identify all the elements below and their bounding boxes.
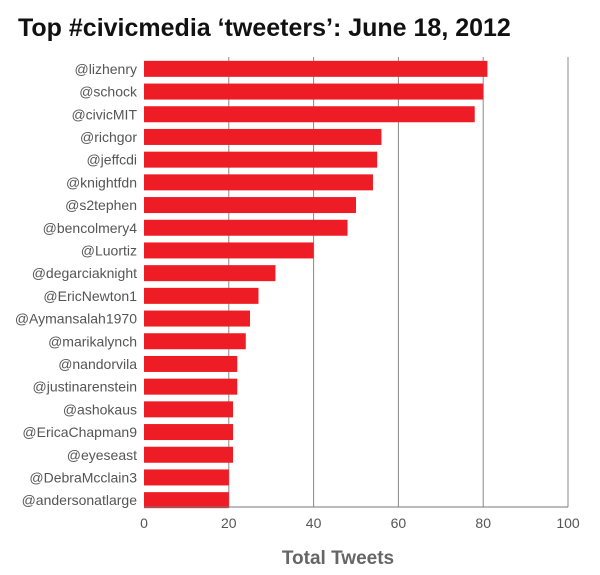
category-label: @civicMIT [71,106,137,122]
category-label: @justinarenstein [33,379,138,395]
bar [144,446,234,463]
category-label: @jeffcdi [86,152,137,168]
category-labels: @lizhenry @schock @civicMIT @richgor @jeffcd… [15,61,138,508]
bar [144,287,259,304]
bar [144,197,356,214]
x-tick-label: 60 [391,515,407,531]
category-label: @s2tephen [65,197,137,213]
x-tick-label: 40 [306,515,322,531]
bar [144,401,234,418]
category-label: @marikalynch [48,333,137,349]
bar [144,492,229,509]
x-tick-label: 100 [556,515,580,531]
category-label: @lizhenry [75,61,137,77]
chart-title: Top #civicmedia ‘tweeters’: June 18, 201… [18,14,511,42]
category-label: @andersonatlarge [22,492,138,508]
bar [144,333,246,350]
x-tick-labels: 0 20 40 60 80 100 [140,515,580,531]
category-label: @richgor [80,129,137,145]
bars [144,60,488,509]
category-label: @EricNewton1 [43,288,137,304]
category-label: @bencolmery4 [43,220,138,236]
category-label: @knightfdn [66,174,137,190]
bar [144,242,314,259]
category-label: @eyeseast [67,447,137,463]
bar [144,106,475,123]
bar [144,469,229,486]
x-tick-label: 0 [140,515,148,531]
category-label: @EricaChapman9 [22,424,137,440]
category-label: @schock [79,84,138,100]
x-tick-label: 20 [221,515,237,531]
bar [144,128,382,145]
bar [144,151,378,168]
bar [144,424,234,441]
gridlines [228,57,569,507]
x-tick-label: 80 [475,515,491,531]
category-label: @ashokaus [63,401,137,417]
category-label: @DebraMcclain3 [29,469,137,485]
bar [144,355,238,372]
bar [144,174,373,191]
bar [144,310,250,327]
category-label: @nandorvila [58,356,137,372]
bar [144,60,488,77]
x-axis-label: Total Tweets [282,548,394,569]
category-label: @Luortiz [81,242,137,258]
category-label: @degarciaknight [32,265,137,281]
bar [144,265,276,282]
bar [144,83,484,100]
bar [144,378,238,395]
bar [144,219,348,236]
category-label: @Aymansalah1970 [15,311,137,327]
